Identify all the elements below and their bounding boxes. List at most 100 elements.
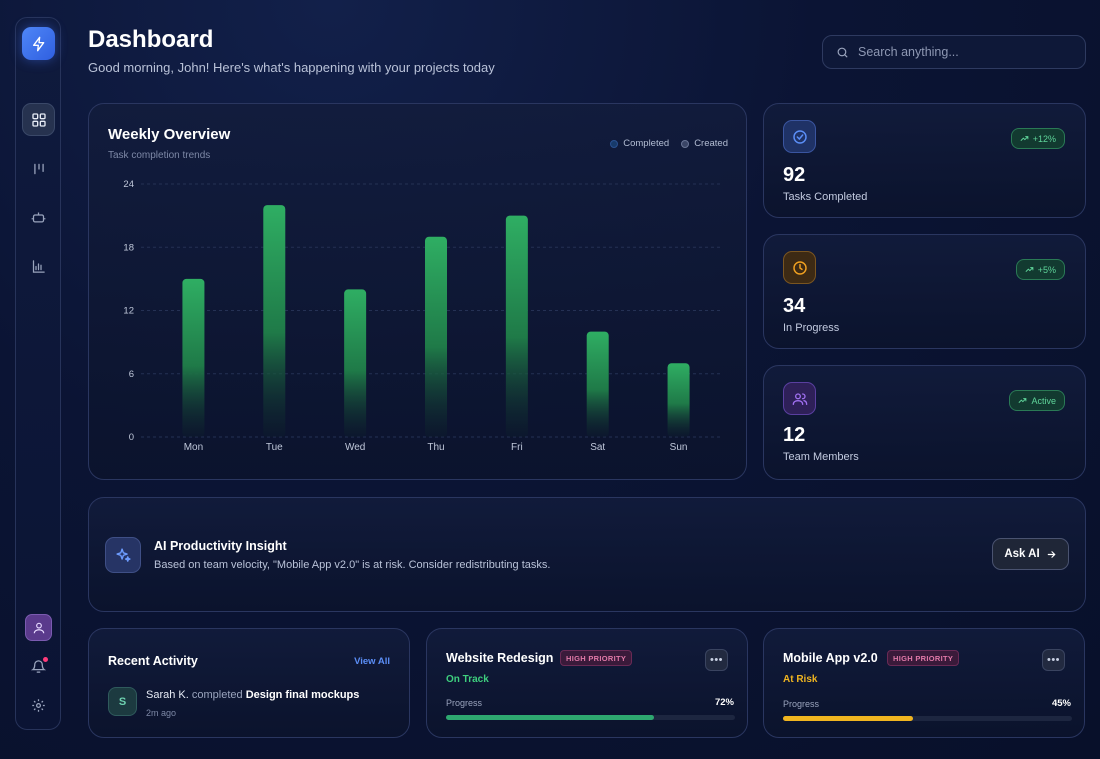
project-card-website-redesign[interactable]: Website Redesign HIGH PRIORITY ••• On Tr… (426, 628, 748, 738)
legend-completed: Completed (610, 138, 669, 149)
users-icon (783, 382, 816, 415)
recent-activity-card: Recent Activity View All S Sarah K. comp… (88, 628, 410, 738)
sparkles-icon (105, 537, 141, 573)
more-options-button[interactable]: ••• (705, 649, 728, 671)
trend-up-icon (1020, 136, 1029, 141)
gear-icon[interactable] (22, 689, 55, 722)
arrow-right-icon (1047, 550, 1056, 558)
stat-label: Tasks Completed (783, 191, 868, 203)
ask-ai-button[interactable]: Ask AI (992, 538, 1069, 570)
project-title: Mobile App v2.0 (783, 651, 878, 665)
kanban-icon[interactable] (22, 152, 55, 185)
activity-time: 2m ago (146, 708, 177, 718)
bar-sun[interactable] (667, 363, 690, 437)
chart-title: Weekly Overview (108, 126, 231, 143)
activity-target: Design final mockups (245, 689, 360, 701)
project-card-mobile-app[interactable]: Mobile App v2.0 HIGH PRIORITY ••• At Ris… (763, 628, 1085, 738)
x-tick-label: Mon (184, 442, 203, 453)
view-all-link[interactable]: View All (354, 656, 390, 667)
x-tick-label: Thu (427, 442, 444, 453)
legend-completed-dot (610, 139, 619, 148)
insight-text: Based on team velocity, "Mobile App v2.0… (154, 559, 551, 571)
y-tick-label: 12 (123, 306, 134, 317)
notification-dot (43, 657, 48, 662)
status-badge: Active (1009, 390, 1065, 411)
bar-wed[interactable] (344, 289, 367, 437)
bar-fri[interactable] (505, 215, 528, 437)
robot-icon[interactable] (22, 201, 55, 234)
progress-value: 72% (714, 697, 734, 708)
bar-chart-icon[interactable] (22, 250, 55, 283)
search-box[interactable] (822, 35, 1086, 69)
ask-ai-label: Ask AI (1004, 548, 1040, 560)
legend-created-dot (681, 139, 690, 148)
stat-label: In Progress (783, 322, 840, 334)
stat-card-team-members: Active 12 Team Members (763, 365, 1086, 480)
ai-insight-card: AI Productivity Insight Based on team ve… (88, 497, 1086, 612)
more-options-button[interactable]: ••• (1042, 649, 1065, 671)
trend-badge-label: +5% (1037, 264, 1056, 275)
status-badge-label: Active (1031, 395, 1056, 406)
trend-up-icon (1019, 398, 1027, 403)
progress-value: 45% (1051, 698, 1071, 709)
check-circle-icon (783, 120, 816, 153)
bar-tue[interactable] (263, 205, 286, 437)
dashboard-icon[interactable] (22, 103, 55, 136)
legend-created: Created (681, 138, 728, 149)
progress-bar (446, 715, 735, 720)
clock-icon (783, 251, 816, 284)
x-tick-label: Fri (511, 442, 523, 453)
legend-created-label: Created (694, 138, 728, 149)
project-status: On Track (446, 674, 489, 685)
sidebar (15, 17, 61, 730)
chart-subtitle: Task completion trends (108, 150, 211, 161)
x-tick-label: Wed (345, 442, 365, 453)
trend-up-icon (1025, 267, 1034, 272)
activity-title: Recent Activity (108, 654, 198, 668)
avatar: S (108, 687, 137, 716)
stat-value: 12 (783, 424, 806, 446)
x-tick-label: Sat (590, 442, 605, 453)
priority-badge: HIGH PRIORITY (887, 650, 960, 666)
page-title: Dashboard (88, 26, 214, 53)
user-icon[interactable] (25, 614, 52, 641)
stat-card-in-progress: +5% 34 In Progress (763, 234, 1086, 349)
weekly-overview-card: 0 6 12 18 24 Mon Tue Wed Thu Fri Sat Sun Weekly Ove… (88, 103, 747, 480)
priority-badge: HIGH PRIORITY (560, 650, 633, 666)
project-status: At Risk (783, 674, 818, 685)
bolt-icon[interactable] (22, 27, 55, 60)
progress-bar (783, 716, 1072, 721)
stat-card-tasks-completed: +12% 92 Tasks Completed (763, 103, 1086, 218)
y-tick-label: 0 (129, 432, 134, 443)
more-horizontal-icon: ••• (709, 654, 724, 666)
y-tick-label: 24 (123, 179, 134, 190)
progress-fill (783, 716, 914, 721)
y-tick-label: 18 (123, 242, 134, 253)
progress-label: Progress (446, 698, 483, 708)
trend-badge: +5% (1015, 259, 1065, 280)
activity-action: completed (191, 689, 243, 701)
trend-badge-label: +12% (1032, 133, 1056, 144)
stat-label: Team Members (783, 451, 859, 463)
progress-label: Progress (783, 699, 820, 709)
project-title: Website Redesign (446, 651, 554, 665)
search-icon (837, 47, 848, 57)
bar-sat[interactable] (586, 331, 609, 437)
bar-thu[interactable] (425, 236, 447, 437)
legend-completed-label: Completed (623, 138, 670, 149)
bar-mon[interactable] (182, 278, 205, 437)
search-input[interactable] (858, 45, 1078, 59)
page-subtitle: Good morning, John! Here's what's happen… (88, 60, 495, 75)
bell-icon[interactable] (22, 650, 55, 683)
weekly-overview-chart: 0 6 12 18 24 Mon Tue Wed Thu Fri Sat Sun (123, 179, 721, 453)
progress-fill (446, 715, 655, 720)
x-tick-label: Tue (266, 442, 283, 453)
x-tick-label: Sun (670, 442, 688, 453)
activity-user: Sarah K. (146, 689, 189, 701)
y-tick-label: 6 (129, 369, 134, 380)
trend-badge: +12% (1010, 128, 1065, 149)
stat-value: 92 (783, 164, 806, 186)
more-horizontal-icon: ••• (1046, 654, 1061, 666)
chart-legend: Completed Created (610, 138, 728, 149)
activity-text: Sarah K. completed Design final mockups (146, 689, 359, 701)
